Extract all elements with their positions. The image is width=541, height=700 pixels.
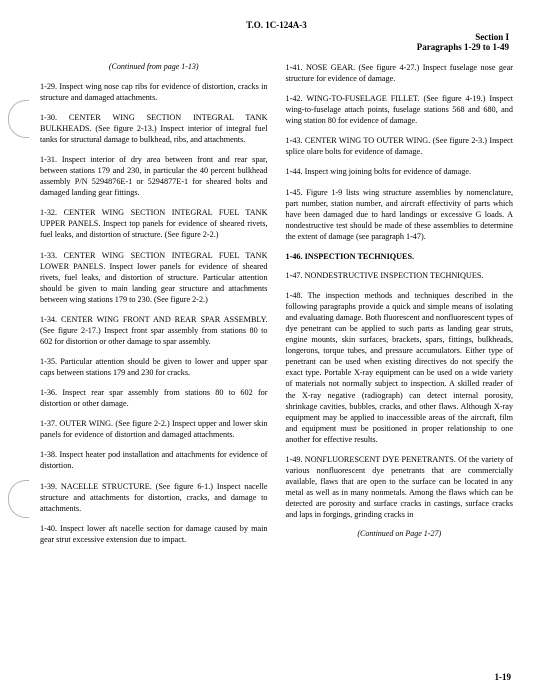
continued-from: (Continued from page 1-13) [40, 62, 268, 73]
para-1-33: 1-33. CENTER WING SECTION INTEGRAL FUEL … [40, 250, 268, 305]
text-columns: (Continued from page 1-13) 1-29. Inspect… [40, 62, 513, 554]
page-content: T.O. 1C-124A-3 Section I Paragraphs 1-29… [0, 0, 541, 574]
para-1-34: 1-34. CENTER WING FRONT AND REAR SPAR AS… [40, 314, 268, 347]
para-1-40: 1-40. Inspect lower aft nacelle section … [40, 523, 268, 545]
page-number: 1-19 [495, 672, 512, 682]
para-1-36: 1-36. Inspect rear spar assembly from st… [40, 387, 268, 409]
para-1-44: 1-44. Inspect wing joining bolts for evi… [286, 166, 514, 177]
para-1-48: 1-48. The inspection methods and techniq… [286, 290, 514, 445]
continued-on: (Continued on Page 1-27) [286, 529, 514, 540]
section-label: Section I [475, 32, 509, 42]
left-column: (Continued from page 1-13) 1-29. Inspect… [40, 62, 268, 554]
right-column: 1-41. NOSE GEAR. (See figure 4-27.) Insp… [286, 62, 514, 554]
para-1-46: 1-46. INSPECTION TECHNIQUES. [286, 251, 514, 262]
document-subheader: Section I Paragraphs 1-29 to 1-49 [40, 32, 513, 52]
para-1-43: 1-43. CENTER WING TO OUTER WING. (See fi… [286, 135, 514, 157]
para-1-41: 1-41. NOSE GEAR. (See figure 4-27.) Insp… [286, 62, 514, 84]
para-1-38: 1-38. Inspect heater pod installation an… [40, 449, 268, 471]
para-1-32: 1-32. CENTER WING SECTION INTEGRAL FUEL … [40, 207, 268, 240]
para-1-42: 1-42. WING-TO-FUSELAGE FILLET. (See figu… [286, 93, 514, 126]
para-1-37: 1-37. OUTER WING. (See figure 2-2.) Insp… [40, 418, 268, 440]
document-header: T.O. 1C-124A-3 [40, 20, 513, 30]
paragraph-range: Paragraphs 1-29 to 1-49 [417, 42, 509, 52]
para-1-39: 1-39. NACELLE STRUCTURE. (See figure 6-1… [40, 481, 268, 514]
para-1-29: 1-29. Inspect wing nose cap ribs for evi… [40, 81, 268, 103]
para-1-31: 1-31. Inspect interior of dry area betwe… [40, 154, 268, 198]
para-1-45: 1-45. Figure 1-9 lists wing structure as… [286, 187, 514, 242]
para-1-30: 1-30. CENTER WING SECTION INTEGRAL TANK … [40, 112, 268, 145]
para-1-49: 1-49. NONFLUORESCENT DYE PENETRANTS. Of … [286, 454, 514, 520]
para-1-47: 1-47. NONDESTRUCTIVE INSPECTION TECHNIQU… [286, 270, 514, 281]
para-1-35: 1-35. Particular attention should be giv… [40, 356, 268, 378]
